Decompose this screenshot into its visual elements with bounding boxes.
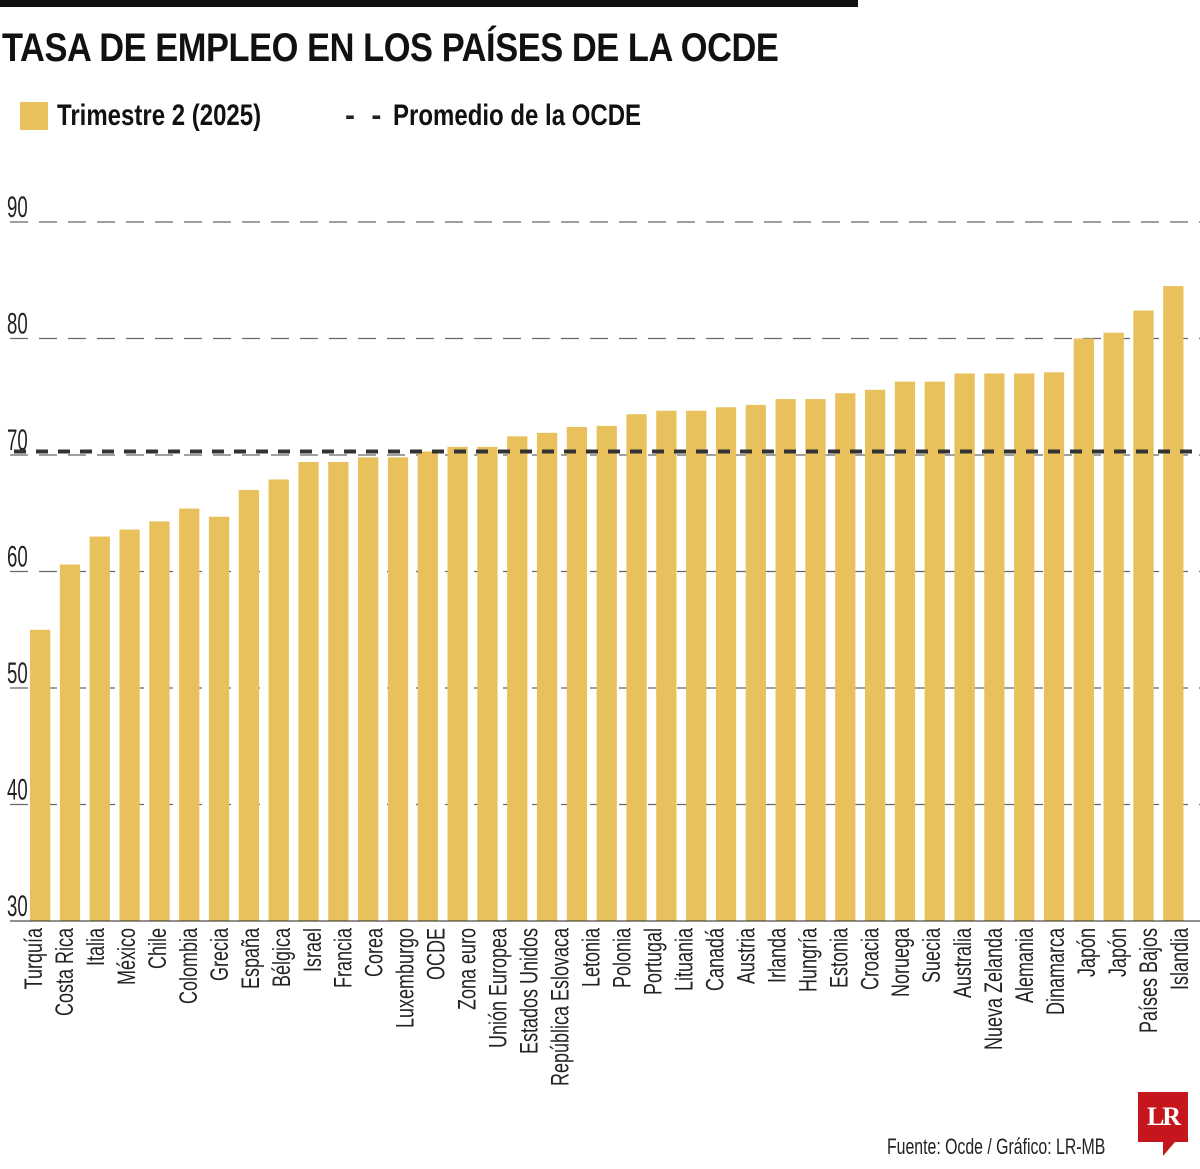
y-tick-label: 40 <box>7 773 28 807</box>
bar <box>626 414 647 921</box>
legend-bar-swatch <box>20 102 48 130</box>
x-category-label: Alemania <box>1010 927 1039 1003</box>
x-category-label: Croacia <box>855 927 884 990</box>
x-category-label: Zona euro <box>453 928 482 1010</box>
x-category-label: Italia <box>81 927 110 966</box>
x-category-label: Chile <box>143 928 172 969</box>
bar <box>864 389 886 921</box>
x-category-label: Japón <box>1072 928 1101 977</box>
x-category-label: Noruega <box>886 927 915 997</box>
logo-text: LR <box>1146 1102 1181 1131</box>
x-category-label: Portugal <box>639 928 668 995</box>
x-category-label: Irlanda <box>762 927 791 983</box>
bar <box>89 536 110 921</box>
x-category-label: España <box>236 927 265 989</box>
x-category-label: Países Bajos <box>1134 928 1163 1033</box>
bar <box>298 461 319 921</box>
x-category-label: Estonia <box>824 927 853 988</box>
legend-bar-label: Trimestre 2 (2025) <box>57 99 262 132</box>
top-rule <box>0 0 858 7</box>
legend: Trimestre 2 (2025) - - Promedio de la OC… <box>20 98 641 134</box>
legend-average-label: Promedio de la OCDE <box>393 99 642 132</box>
bar <box>179 508 200 921</box>
bar <box>715 407 737 921</box>
bar <box>119 529 140 921</box>
bar <box>507 436 528 921</box>
x-category-label: Polonia <box>608 927 637 988</box>
bar <box>596 425 617 921</box>
y-tick-label: 50 <box>7 657 28 691</box>
bar <box>1043 372 1065 921</box>
bar <box>566 427 588 921</box>
legend-average-item: - - Promedio de la OCDE <box>345 98 703 134</box>
bar <box>268 479 289 921</box>
bar <box>1103 332 1124 921</box>
y-tick-label: 30 <box>7 890 28 924</box>
lr-logo: LR <box>1138 1092 1188 1142</box>
x-category-label: Hungría <box>793 927 822 992</box>
bar <box>894 381 916 922</box>
logo-tail <box>1163 1142 1175 1156</box>
x-category-label: Corea <box>360 927 389 977</box>
bar <box>924 381 945 922</box>
bar <box>775 399 796 922</box>
x-category-label: Lituania <box>669 927 698 991</box>
bar <box>536 432 558 921</box>
x-category-label: Costa Rica <box>50 927 79 1016</box>
x-category-label: Dinamarca <box>1041 927 1070 1015</box>
bar <box>238 489 260 921</box>
x-category-label: Luxemburgo <box>391 928 420 1028</box>
x-category-label: Unión Europea <box>484 927 513 1048</box>
bar <box>417 451 438 921</box>
x-category-label: Turquía <box>19 927 48 989</box>
y-tick-label: 80 <box>7 307 28 341</box>
bar <box>1163 286 1184 921</box>
x-category-label: Colombia <box>174 927 203 1004</box>
legend-dash-symbol: - - <box>345 99 386 132</box>
x-category-label: Letonia <box>577 927 606 987</box>
x-category-label: Australia <box>948 927 977 998</box>
y-tick-label: 90 <box>7 191 28 225</box>
chart-title: TASA DE EMPLEO EN LOS PAÍSES DE LA OCDE <box>2 26 779 70</box>
bar <box>30 629 51 921</box>
bar <box>954 373 975 921</box>
x-category-label: Israel <box>298 928 327 972</box>
bar <box>1133 310 1154 921</box>
bar <box>1014 373 1035 921</box>
bar <box>328 461 349 921</box>
bar <box>149 521 170 921</box>
x-category-label: Bélgica <box>267 927 296 987</box>
x-category-label: Suecia <box>917 927 946 983</box>
bar <box>656 410 677 921</box>
x-category-label: Canadá <box>700 927 729 991</box>
bar <box>835 393 856 921</box>
x-category-label: Francia <box>329 927 358 988</box>
x-category-label: República Eslovaca <box>546 927 575 1086</box>
bar <box>805 399 826 922</box>
source-note: Fuente: Ocde / Gráfico: LR-MB <box>887 1134 1106 1159</box>
x-category-label: Nueva Zelanda <box>979 927 1008 1050</box>
x-category-label: Japón <box>1103 928 1132 977</box>
bar <box>447 446 468 921</box>
y-tick-label: 70 <box>7 424 28 458</box>
x-category-label: Grecia <box>205 927 234 981</box>
x-category-label: Islandia <box>1165 927 1194 990</box>
x-category-label: Estados Unidos <box>515 928 544 1054</box>
bar <box>358 457 379 921</box>
bar <box>59 564 81 921</box>
x-category-label: Austria <box>731 927 760 984</box>
bar <box>686 410 707 921</box>
x-category-label: México <box>112 928 141 985</box>
bar <box>387 457 409 921</box>
bar <box>745 404 766 921</box>
bar <box>208 516 230 921</box>
bar <box>984 373 1005 921</box>
y-tick-label: 60 <box>7 540 28 574</box>
bar <box>1073 338 1094 921</box>
bar <box>477 446 498 921</box>
x-category-label: OCDE <box>422 928 451 980</box>
